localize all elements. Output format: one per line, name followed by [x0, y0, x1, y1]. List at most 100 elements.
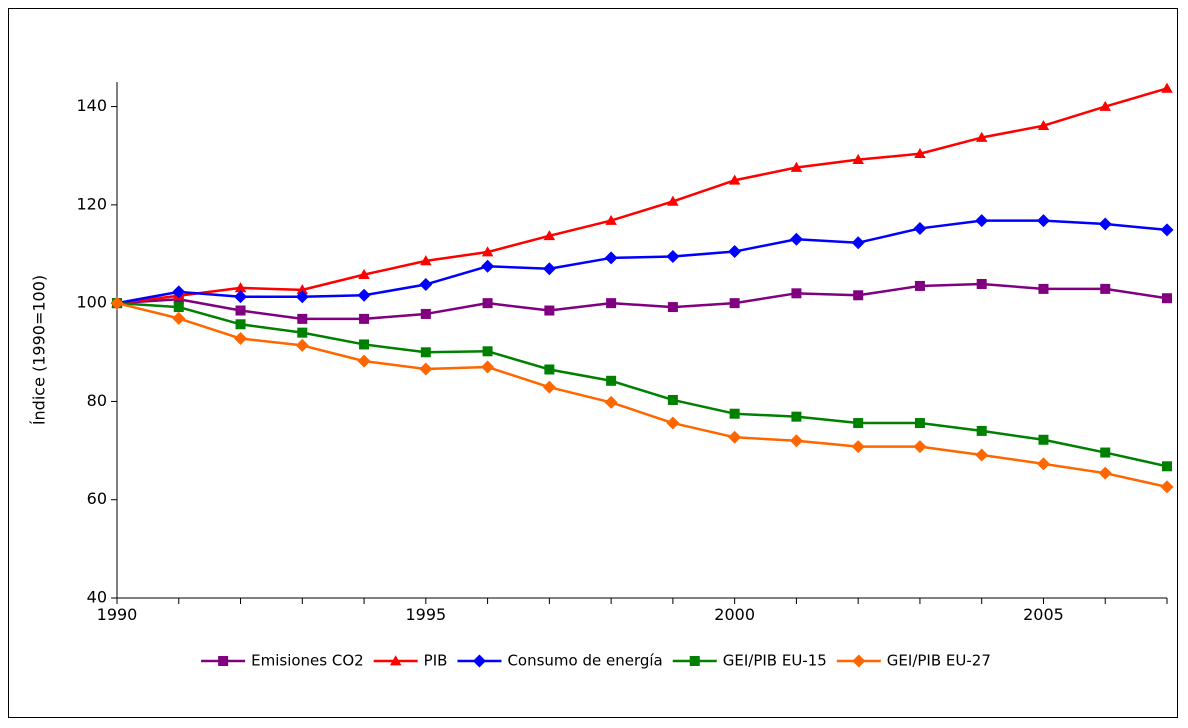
data-point-gei-pib-eu-27 [728, 430, 742, 444]
data-point-gei-pib-eu-27 [110, 296, 124, 310]
data-point-consumo-de-energ-a [789, 232, 803, 246]
data-point-emisiones-co2 [544, 305, 555, 316]
data-point-consumo-de-energ-a [1160, 223, 1174, 237]
data-point-gei-pib-eu-15 [420, 347, 431, 358]
series-gei-pib-eu-15 [112, 298, 1172, 472]
legend-label: Emisiones CO2 [251, 652, 364, 670]
series-line-emisiones-co2 [116, 282, 1168, 321]
data-point-gei-pib-eu-15 [482, 346, 493, 357]
legend-marker [389, 655, 402, 666]
data-point-gei-pib-eu-15 [853, 418, 864, 429]
y-axis-title: Índice (1990=100) [30, 275, 49, 425]
series-line-gei-pib-eu-27 [116, 301, 1168, 489]
data-point-gei-pib-eu-15 [544, 364, 555, 375]
data-point-consumo-de-energ-a [295, 290, 309, 304]
legend-item-pib: PIB [373, 652, 448, 670]
data-point-pib [358, 268, 370, 279]
data-point-gei-pib-eu-15 [297, 327, 308, 338]
data-point-gei-pib-eu-15 [976, 425, 987, 436]
data-point-consumo-de-energ-a [851, 236, 865, 250]
legend-label: GEI/PIB EU-15 [723, 652, 827, 670]
legend-item-consumo-de-energ-a: Consumo de energía [457, 652, 663, 670]
data-point-emisiones-co2 [791, 288, 802, 299]
data-point-gei-pib-eu-27 [357, 354, 371, 368]
y-tick-label: 80 [87, 391, 107, 410]
data-point-emisiones-co2 [482, 298, 493, 309]
legend-item-emisiones-co2: Emisiones CO2 [201, 652, 364, 670]
data-point-consumo-de-energ-a [172, 285, 186, 299]
data-point-gei-pib-eu-27 [172, 311, 186, 325]
legend-marker [852, 654, 866, 668]
legend-label: PIB [424, 652, 448, 670]
series-consumo-de-energ-a [110, 214, 1174, 310]
data-point-pib [852, 153, 864, 164]
data-point-emisiones-co2 [606, 298, 617, 309]
y-tick-label: 100 [76, 293, 107, 312]
data-point-gei-pib-eu-27 [666, 416, 680, 430]
data-point-consumo-de-energ-a [419, 277, 433, 291]
data-point-gei-pib-eu-15 [729, 408, 740, 419]
data-point-pib [1099, 100, 1111, 111]
legend-marker [218, 656, 229, 666]
data-point-pib [914, 147, 926, 159]
axes: 40 60 80 100 120 140 1990 1995 2000 2005 [76, 82, 1168, 624]
series-emisiones-co2 [112, 278, 1172, 324]
data-point-gei-pib-eu-27 [913, 440, 927, 454]
y-tick-label: 120 [76, 194, 107, 213]
y-tick-label: 40 [87, 588, 107, 607]
data-point-emisiones-co2 [1100, 283, 1111, 294]
data-point-gei-pib-eu-27 [789, 434, 803, 448]
data-point-gei-pib-eu-15 [1100, 447, 1111, 458]
data-point-consumo-de-energ-a [975, 214, 989, 228]
data-point-pib [790, 161, 803, 172]
data-point-gei-pib-eu-27 [1036, 457, 1050, 471]
data-point-gei-pib-eu-27 [234, 332, 248, 346]
data-point-gei-pib-eu-27 [851, 440, 865, 454]
data-point-consumo-de-energ-a [357, 288, 371, 302]
data-point-consumo-de-energ-a [542, 262, 556, 276]
data-point-consumo-de-energ-a [1036, 214, 1050, 228]
data-point-emisiones-co2 [853, 290, 864, 301]
data-point-emisiones-co2 [420, 308, 431, 319]
series-gei-pib-eu-27 [110, 296, 1174, 494]
data-point-gei-pib-eu-15 [173, 302, 184, 313]
data-point-emisiones-co2 [976, 278, 987, 289]
data-point-emisiones-co2 [914, 280, 925, 291]
data-point-pib [543, 230, 556, 241]
data-point-emisiones-co2 [729, 298, 740, 309]
data-point-emisiones-co2 [667, 302, 678, 313]
x-tick-label: 2005 [1023, 605, 1064, 624]
data-point-emisiones-co2 [1038, 283, 1049, 294]
data-point-consumo-de-energ-a [481, 259, 495, 273]
series-layer [110, 82, 1174, 494]
data-point-gei-pib-eu-15 [667, 394, 678, 405]
legend: Emisiones CO2 PIB Consumo de energía GEI/PI… [201, 652, 991, 670]
series-line-pib [116, 87, 1168, 305]
data-point-gei-pib-eu-15 [791, 411, 802, 422]
data-point-gei-pib-eu-27 [481, 360, 495, 374]
data-point-gei-pib-eu-15 [359, 339, 370, 350]
x-tick-label: 2000 [714, 605, 755, 624]
data-point-consumo-de-energ-a [604, 251, 618, 265]
data-point-gei-pib-eu-27 [1098, 466, 1112, 480]
data-point-gei-pib-eu-27 [419, 362, 433, 376]
data-point-pib [728, 174, 741, 185]
data-point-gei-pib-eu-15 [914, 418, 925, 429]
data-point-pib [667, 195, 679, 206]
data-point-gei-pib-eu-27 [1160, 480, 1174, 494]
series-line-consumo-de-energ-a [116, 219, 1168, 305]
data-point-pib [481, 246, 494, 257]
data-point-pib [296, 284, 309, 295]
legend-label: Consumo de energía [507, 652, 662, 670]
data-point-consumo-de-energ-a [728, 245, 742, 259]
data-point-pib [975, 131, 988, 142]
y-tick-label: 60 [87, 489, 107, 508]
data-point-gei-pib-eu-27 [975, 448, 989, 462]
x-tick-label: 1990 [97, 605, 138, 624]
legend-marker [689, 656, 700, 666]
legend-item-gei-pib-eu-15: GEI/PIB EU-15 [672, 652, 827, 670]
series-pib [111, 82, 1173, 308]
data-point-gei-pib-eu-15 [1038, 434, 1049, 445]
data-point-consumo-de-energ-a [1098, 217, 1112, 231]
